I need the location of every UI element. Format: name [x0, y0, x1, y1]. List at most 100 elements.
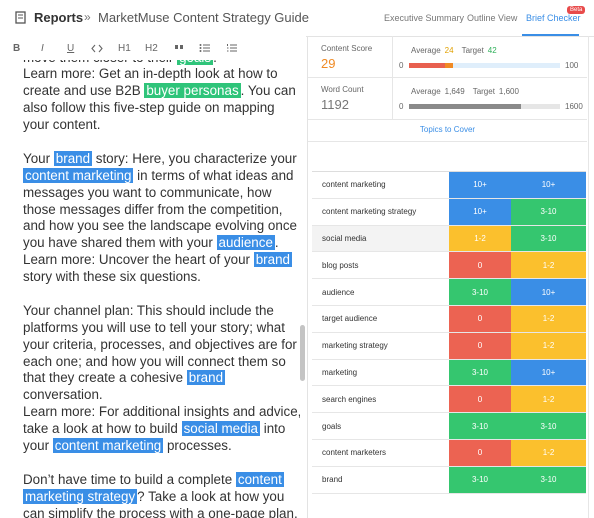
dist-cell: 0 — [449, 252, 511, 279]
text-span: Your channel plan: This should include t… — [23, 302, 274, 318]
highlighted-term: audience — [216, 235, 275, 251]
topic-row: social media 1-2 3-10 — [312, 225, 586, 253]
highlighted-term: buyer personas — [144, 83, 241, 99]
text-line: content marketing in terms of what ideas… — [0, 167, 300, 185]
suggestion-cell: 3-10 — [511, 225, 586, 252]
italic-button[interactable]: I — [41, 43, 44, 54]
topic-row: goals 3-10 3-10 — [312, 413, 586, 440]
tab[interactable]: Brief Checker — [526, 13, 581, 23]
text-line: conversation. — [0, 387, 300, 404]
text-line: those messages differ from the competiti… — [0, 202, 300, 219]
doc-title: MarketMuse Content Strategy Guide — [98, 10, 309, 25]
text-span: you have shared them with your — [23, 235, 217, 251]
topic-name: content marketers — [322, 448, 387, 458]
scale-min: 0 — [399, 102, 404, 111]
topic-row: search engines 0 1-2 — [312, 386, 586, 414]
score-value: 29 — [321, 56, 336, 71]
suggestion-cell: 1-2 — [511, 386, 586, 413]
suggestion-cell: 3-10 — [511, 466, 586, 493]
highlighted-term: brand — [53, 150, 93, 166]
text-span: can simplify the process with a one-page… — [23, 505, 298, 518]
text-line: marketing strategy? Take a look at how y… — [0, 488, 300, 506]
scale-min: 0 — [399, 61, 404, 70]
suggestion-cell: 10+ — [511, 172, 586, 198]
dist-cell: 0 — [449, 306, 511, 332]
suggestion-cell: 1-2 — [511, 252, 586, 279]
topic-row: content marketing 10+ 10+ — [312, 172, 586, 199]
scrollbar[interactable] — [300, 325, 305, 381]
code-button[interactable] — [91, 44, 103, 53]
text-line: Your brand story: Here, you characterize… — [0, 150, 300, 168]
text-line: your content. — [0, 117, 300, 134]
dist-cell: 3-10 — [449, 466, 511, 493]
h1-button[interactable]: H1 — [118, 43, 131, 54]
score-label: Word Count — [321, 85, 364, 94]
suggestion-cell: 1-2 — [511, 332, 586, 359]
text-span: Your — [23, 150, 54, 166]
text-line: Learn more: Get an in-depth look at how … — [0, 66, 300, 83]
underline-button[interactable]: U — [67, 43, 75, 54]
bold-button[interactable]: B — [13, 43, 21, 54]
h2-button[interactable]: H2 — [145, 43, 158, 54]
bullet-list-button[interactable] — [199, 43, 211, 53]
target-value: 42 — [487, 46, 497, 55]
text-line: can simplify the process with a one-page… — [0, 506, 300, 518]
tab[interactable]: Executive Summary — [384, 13, 465, 23]
toolbar: B I U H1 H2 — [0, 36, 306, 60]
suggestion-cell: 3-10 — [511, 413, 586, 439]
text-span: story: Here, you characterize your — [92, 150, 297, 166]
topic-name: blog posts — [322, 260, 359, 270]
scale-max: 100 — [565, 61, 579, 70]
reports-icon — [15, 11, 26, 24]
text-line: platforms you will use to tell your stor… — [0, 320, 300, 337]
text-line: take a look at how to build social media… — [0, 421, 300, 438]
text-span: platforms you will use to tell your stor… — [23, 319, 285, 335]
text-span: processes. — [163, 437, 232, 453]
average-value: 1,649 — [444, 87, 465, 96]
topic-row: marketing 3-10 10+ — [312, 359, 586, 387]
score-value: 1192 — [321, 97, 349, 112]
text-span: conversation. — [23, 387, 103, 403]
target-label: Target — [472, 87, 495, 96]
topic-name: marketing — [322, 367, 358, 377]
text-line: messages you want to communicate, how — [0, 185, 300, 202]
highlighted-term: goals — [177, 60, 214, 65]
tab[interactable]: Outline View — [467, 13, 518, 23]
editor[interactable]: move them closer to their goals.Learn mo… — [0, 60, 300, 518]
beta-badge: Beta — [567, 6, 586, 14]
highlighted-term: content marketing — [23, 167, 134, 183]
average-value: 24 — [444, 46, 454, 55]
target-label: Target — [461, 46, 484, 55]
separator: » — [84, 10, 91, 24]
text-span: . — [274, 235, 279, 251]
topics-link[interactable]: Topics to Cover — [419, 125, 476, 134]
text-span: that they create a cohesive — [23, 370, 187, 386]
numbered-list-button[interactable] — [226, 43, 238, 53]
text-span: ? Take a look at how you — [137, 488, 285, 504]
text-span: story with these six questions. — [23, 269, 201, 285]
divider — [308, 141, 587, 142]
app-title[interactable]: Reports — [34, 10, 84, 25]
text-span: . — [213, 60, 217, 65]
dist-cell: 0 — [449, 440, 511, 466]
text-span: . You can — [240, 83, 296, 99]
quote-button[interactable] — [174, 44, 184, 52]
text-span: move them closer to their — [23, 60, 177, 65]
topic-name: content marketing strategy — [322, 207, 417, 217]
topic-name: audience — [322, 287, 355, 297]
topic-row: audience 3-10 10+ — [312, 279, 586, 306]
text-line — [0, 134, 300, 151]
highlighted-term: brand — [253, 252, 292, 268]
text-span: those messages differ from the competiti… — [23, 201, 283, 217]
target-value: 1,600 — [498, 87, 519, 96]
text-span: Learn more: Get an in-depth look at how … — [23, 66, 278, 82]
text-span: create and use B2B — [23, 83, 145, 99]
topic-row: content marketers 0 1-2 — [312, 440, 586, 467]
bar-fill — [409, 104, 522, 109]
text-line: Your channel plan: This should include t… — [0, 303, 300, 320]
text-line: and how you see the landscape evolving o… — [0, 218, 300, 235]
score-box — [308, 36, 587, 120]
text-line — [0, 455, 300, 472]
suggestion-cell: 3-10 — [511, 198, 586, 225]
topic-row: blog posts 0 1-2 — [312, 252, 586, 280]
